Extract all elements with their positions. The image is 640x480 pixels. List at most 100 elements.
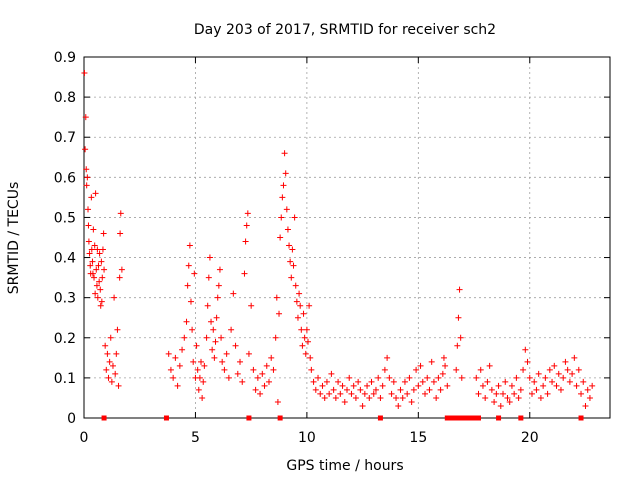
data-point <box>395 402 402 409</box>
x-tick-label: 15 <box>409 430 427 446</box>
data-point <box>216 266 223 273</box>
data-point <box>270 366 277 373</box>
data-point <box>92 190 99 197</box>
data-point <box>280 182 287 189</box>
data-point <box>294 314 301 321</box>
data-point <box>88 194 95 201</box>
data-point <box>215 282 222 289</box>
data-point <box>95 262 102 269</box>
data-point <box>497 402 504 409</box>
data-point <box>206 254 213 261</box>
data-point <box>491 398 498 405</box>
data-point <box>528 390 535 397</box>
data-point <box>87 262 94 269</box>
data-point <box>388 390 395 397</box>
data-point <box>560 374 567 381</box>
data-point <box>172 354 179 361</box>
data-point <box>190 358 197 365</box>
data-point <box>352 394 359 401</box>
data-point <box>475 390 482 397</box>
data-point <box>557 386 564 393</box>
data-point <box>199 394 206 401</box>
data-point <box>304 338 311 345</box>
data-point <box>495 382 502 389</box>
data-point <box>393 394 400 401</box>
data-point <box>317 390 324 397</box>
data-point <box>372 386 379 393</box>
data-point <box>430 378 437 385</box>
data-point <box>272 334 279 341</box>
data-point <box>328 370 335 377</box>
data-point <box>359 402 366 409</box>
zero-marker <box>458 415 464 421</box>
data-point <box>94 294 101 301</box>
data-point <box>274 398 281 405</box>
data-point <box>86 250 93 257</box>
data-point <box>114 326 121 333</box>
data-point <box>98 258 105 265</box>
data-point <box>203 334 210 341</box>
y-tick-label: 0.8 <box>54 90 76 106</box>
data-point <box>181 334 188 341</box>
data-point <box>573 382 580 389</box>
data-point <box>237 358 244 365</box>
data-point <box>90 226 97 233</box>
data-point <box>433 394 440 401</box>
data-point <box>582 402 589 409</box>
zero-marker <box>476 415 481 421</box>
x-tick-label: 5 <box>191 430 200 446</box>
data-point <box>83 166 90 173</box>
zero-marker <box>471 415 477 421</box>
data-point <box>185 262 192 269</box>
data-point <box>444 382 451 389</box>
data-point <box>553 382 560 389</box>
data-point <box>307 354 314 361</box>
data-point <box>526 374 533 381</box>
data-point <box>484 378 491 385</box>
zero-marker <box>444 415 450 421</box>
data-point <box>287 258 294 265</box>
data-point <box>212 338 219 345</box>
data-point <box>221 366 228 373</box>
data-point <box>93 282 100 289</box>
data-point <box>370 390 377 397</box>
data-point <box>282 170 289 177</box>
data-point <box>381 366 388 373</box>
data-point <box>323 378 330 385</box>
data-point <box>176 362 183 369</box>
data-point <box>482 394 489 401</box>
data-point <box>191 270 198 277</box>
data-point <box>113 350 120 357</box>
data-point <box>89 270 96 277</box>
data-point <box>93 266 100 273</box>
data-point <box>115 382 122 389</box>
data-point <box>566 378 573 385</box>
y-tick-label: 0.2 <box>54 331 76 347</box>
data-point <box>522 346 529 353</box>
x-tick-label: 10 <box>298 430 316 446</box>
data-point <box>500 390 507 397</box>
data-point <box>454 342 461 349</box>
data-point <box>293 298 300 305</box>
data-point <box>542 374 549 381</box>
data-point <box>315 374 322 381</box>
data-point <box>109 362 116 369</box>
data-point <box>245 350 252 357</box>
data-point <box>167 366 174 373</box>
data-point <box>101 266 108 273</box>
data-point <box>386 374 393 381</box>
zero-marker <box>578 415 584 421</box>
data-point <box>419 378 426 385</box>
data-point <box>303 326 310 333</box>
data-point <box>276 310 283 317</box>
data-point <box>194 366 201 373</box>
data-point <box>390 378 397 385</box>
data-point <box>306 302 313 309</box>
data-point <box>355 378 362 385</box>
data-point <box>337 390 344 397</box>
zero-marker <box>467 415 473 421</box>
data-point <box>375 374 382 381</box>
data-point <box>232 342 239 349</box>
data-point <box>108 378 115 385</box>
